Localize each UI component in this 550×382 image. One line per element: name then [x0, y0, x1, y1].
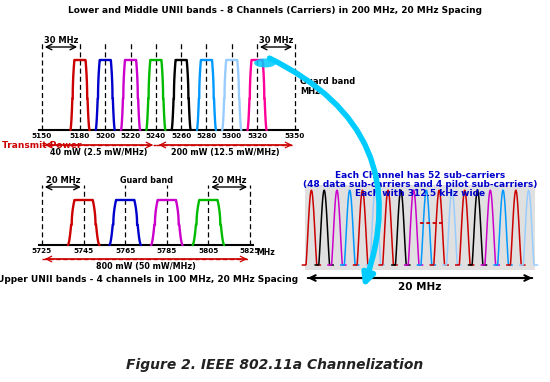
- Text: MHz: MHz: [256, 248, 275, 257]
- Text: 5240: 5240: [146, 133, 166, 139]
- Text: Each Channel has 52 sub-carriers: Each Channel has 52 sub-carriers: [335, 171, 505, 180]
- Text: 5785: 5785: [157, 248, 177, 254]
- Text: 5320: 5320: [247, 133, 267, 139]
- Text: 5805: 5805: [198, 248, 218, 254]
- Text: 5745: 5745: [74, 248, 94, 254]
- Text: Each with 312.5 kHz wide: Each with 312.5 kHz wide: [355, 189, 485, 198]
- Ellipse shape: [254, 58, 276, 68]
- Text: Lower and Middle UNII bands - 8 Channels (Carriers) in 200 MHz, 20 MHz Spacing: Lower and Middle UNII bands - 8 Channels…: [68, 6, 482, 15]
- Text: 800 mW (50 mW/MHz): 800 mW (50 mW/MHz): [96, 262, 196, 271]
- Text: 5725: 5725: [32, 248, 52, 254]
- Text: (48 data sub-carriers and 4 pilot sub-carriers): (48 data sub-carriers and 4 pilot sub-ca…: [303, 180, 537, 189]
- Text: Transmit Power: Transmit Power: [2, 141, 81, 149]
- FancyBboxPatch shape: [305, 185, 535, 270]
- Text: 5765: 5765: [115, 248, 135, 254]
- Text: 5300: 5300: [222, 133, 242, 139]
- Text: 20 MHz: 20 MHz: [398, 282, 442, 292]
- Text: Figure 2. IEEE 802.11a Channelization: Figure 2. IEEE 802.11a Channelization: [126, 358, 424, 372]
- Text: 40 mW (2.5 mW/MHz): 40 mW (2.5 mW/MHz): [50, 148, 147, 157]
- Text: 30 MHz: 30 MHz: [44, 36, 78, 45]
- Text: 5220: 5220: [120, 133, 141, 139]
- FancyArrowPatch shape: [270, 58, 379, 282]
- Text: 20 MHz: 20 MHz: [212, 176, 246, 185]
- Text: 5150: 5150: [32, 133, 52, 139]
- Text: 200 mW (12.5 mW/MHz): 200 mW (12.5 mW/MHz): [171, 148, 280, 157]
- Text: 5280: 5280: [196, 133, 217, 139]
- Text: 30 MHz: 30 MHz: [259, 36, 293, 45]
- Text: Guard band: Guard band: [119, 176, 173, 185]
- Text: 5200: 5200: [95, 133, 116, 139]
- Text: Upper UNII bands - 4 channels in 100 MHz, 20 MHz Spacing: Upper UNII bands - 4 channels in 100 MHz…: [0, 275, 299, 284]
- Text: 5350: 5350: [285, 133, 305, 139]
- Text: 5180: 5180: [70, 133, 90, 139]
- Text: MHz: MHz: [300, 87, 320, 96]
- Text: 5260: 5260: [171, 133, 191, 139]
- Text: 5825: 5825: [240, 248, 260, 254]
- Text: Guard band: Guard band: [300, 77, 355, 86]
- Text: 20 MHz: 20 MHz: [46, 176, 80, 185]
